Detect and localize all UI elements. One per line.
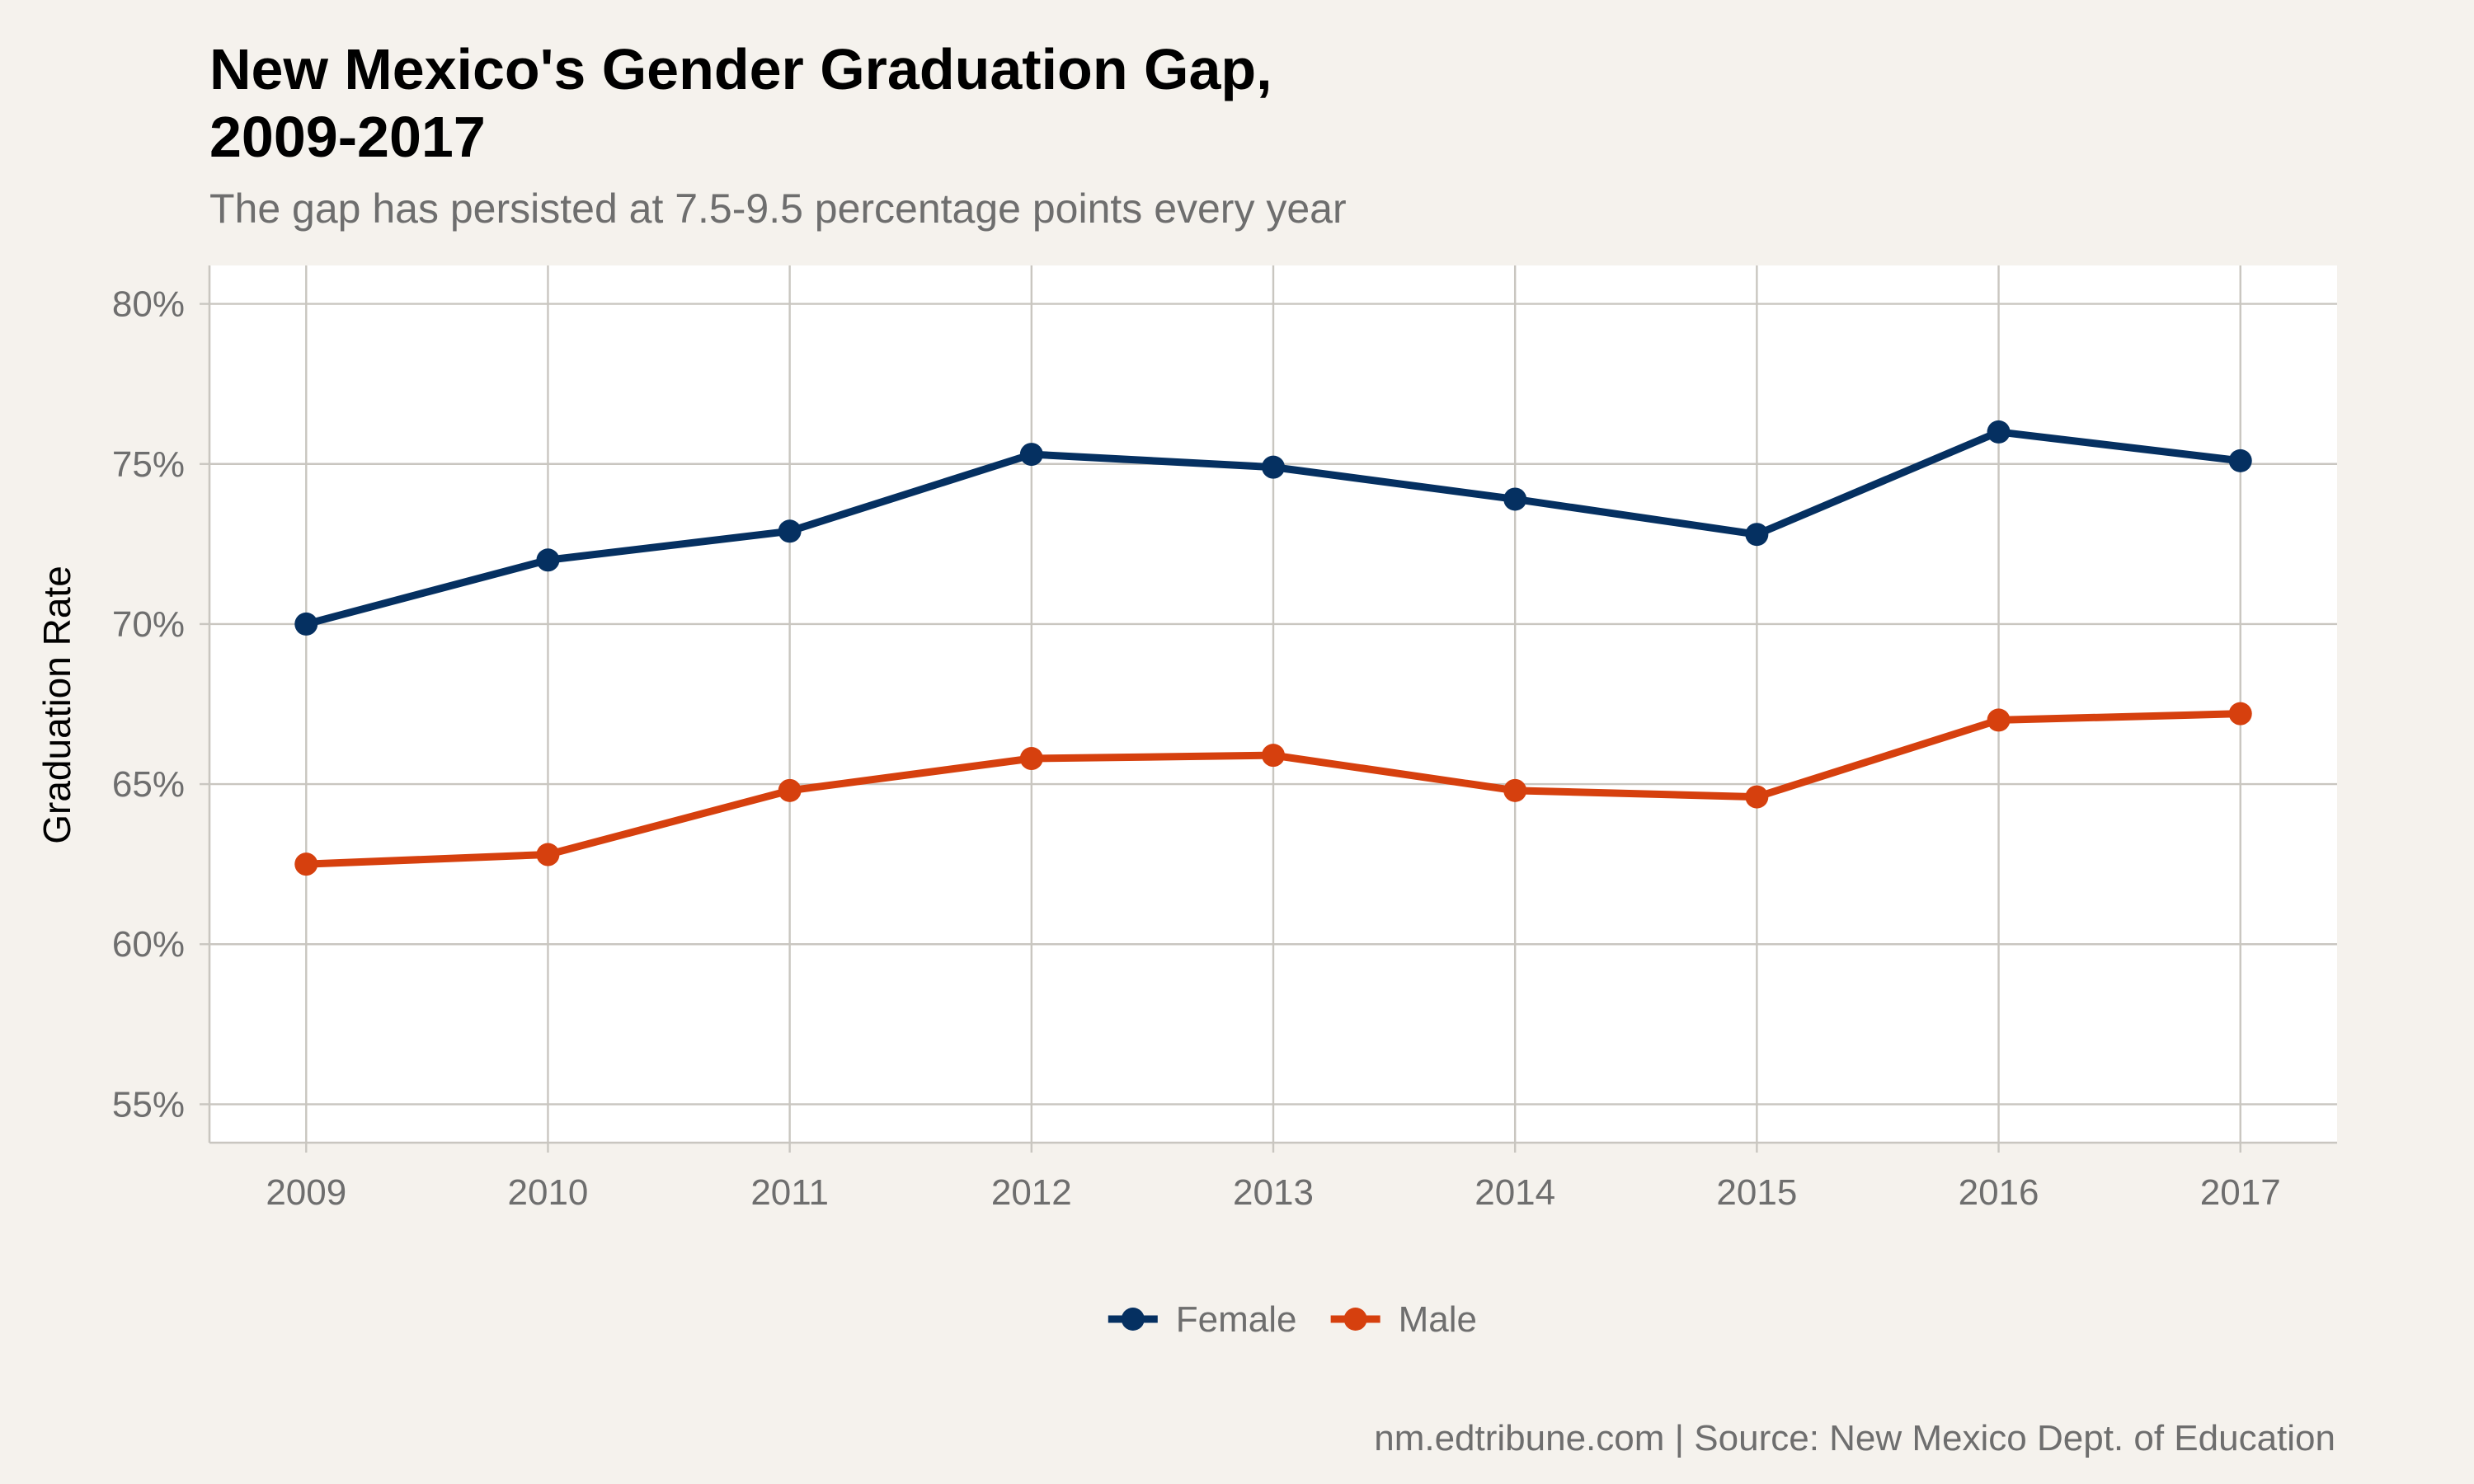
chart-subtitle: The gap has persisted at 7.5-9.5 percent… <box>209 186 1347 232</box>
x-tick-label: 2015 <box>1716 1172 1797 1213</box>
chart-title: New Mexico's Gender Graduation Gap, 2009… <box>209 37 1288 169</box>
data-point-female <box>1745 523 1769 547</box>
legend-item-female: Female <box>1108 1299 1297 1340</box>
data-point-female <box>1019 443 1043 467</box>
data-point-male <box>294 852 318 876</box>
legend-item-male: Male <box>1330 1299 1477 1340</box>
data-point-male <box>1262 744 1285 768</box>
x-tick-label: 2012 <box>991 1172 1072 1213</box>
data-point-male <box>1987 708 2011 732</box>
y-tick-label: 80% <box>112 284 185 325</box>
legend-key-point <box>1343 1308 1367 1331</box>
x-tick-label: 2009 <box>266 1172 346 1213</box>
data-point-male <box>536 843 560 866</box>
y-tick-label: 75% <box>112 444 185 485</box>
data-point-female <box>1262 455 1285 479</box>
data-point-female <box>778 519 802 543</box>
data-point-female <box>2228 448 2252 472</box>
data-point-male <box>1019 747 1043 771</box>
series-female <box>294 420 2252 636</box>
data-point-female <box>1503 487 1527 511</box>
legend-key-point <box>1121 1308 1145 1331</box>
chart-title-line-2: 2009-2017 <box>209 105 486 169</box>
x-tick-label: 2014 <box>1475 1172 1555 1213</box>
axes: 55% 60% 65% 70% 75% 80% 2009 2010 2011 2012 2013 20… <box>112 265 2337 1213</box>
legend-label: Female <box>1176 1299 1297 1340</box>
y-tick-label: 65% <box>112 764 185 805</box>
data-point-male <box>2228 702 2252 726</box>
x-tick-label: 2010 <box>508 1172 589 1213</box>
data-point-male <box>778 778 802 802</box>
data-point-female <box>1987 420 2011 444</box>
x-tick-label: 2017 <box>2200 1172 2281 1213</box>
chart-title-line-1: New Mexico's Gender Graduation Gap, <box>209 37 1272 101</box>
data-point-male <box>1745 785 1769 809</box>
series-layer <box>294 420 2252 876</box>
x-tick-label: 2013 <box>1233 1172 1314 1213</box>
chart-caption: nm.edtribune.com | Source: New Mexico De… <box>1374 1418 2335 1458</box>
y-tick-label: 60% <box>112 924 185 965</box>
x-tick-label: 2016 <box>1959 1172 2039 1213</box>
data-point-female <box>536 548 560 572</box>
y-tick-label: 70% <box>112 604 185 645</box>
x-tick-label: 2011 <box>750 1172 829 1213</box>
data-point-female <box>294 612 318 636</box>
series-male <box>294 702 2252 876</box>
y-tick-label: 55% <box>112 1084 185 1125</box>
legend-label: Male <box>1399 1299 1477 1340</box>
y-axis-label: Graduation Rate <box>35 566 78 844</box>
data-point-male <box>1503 778 1527 802</box>
legend: Female Male <box>1108 1299 1477 1340</box>
